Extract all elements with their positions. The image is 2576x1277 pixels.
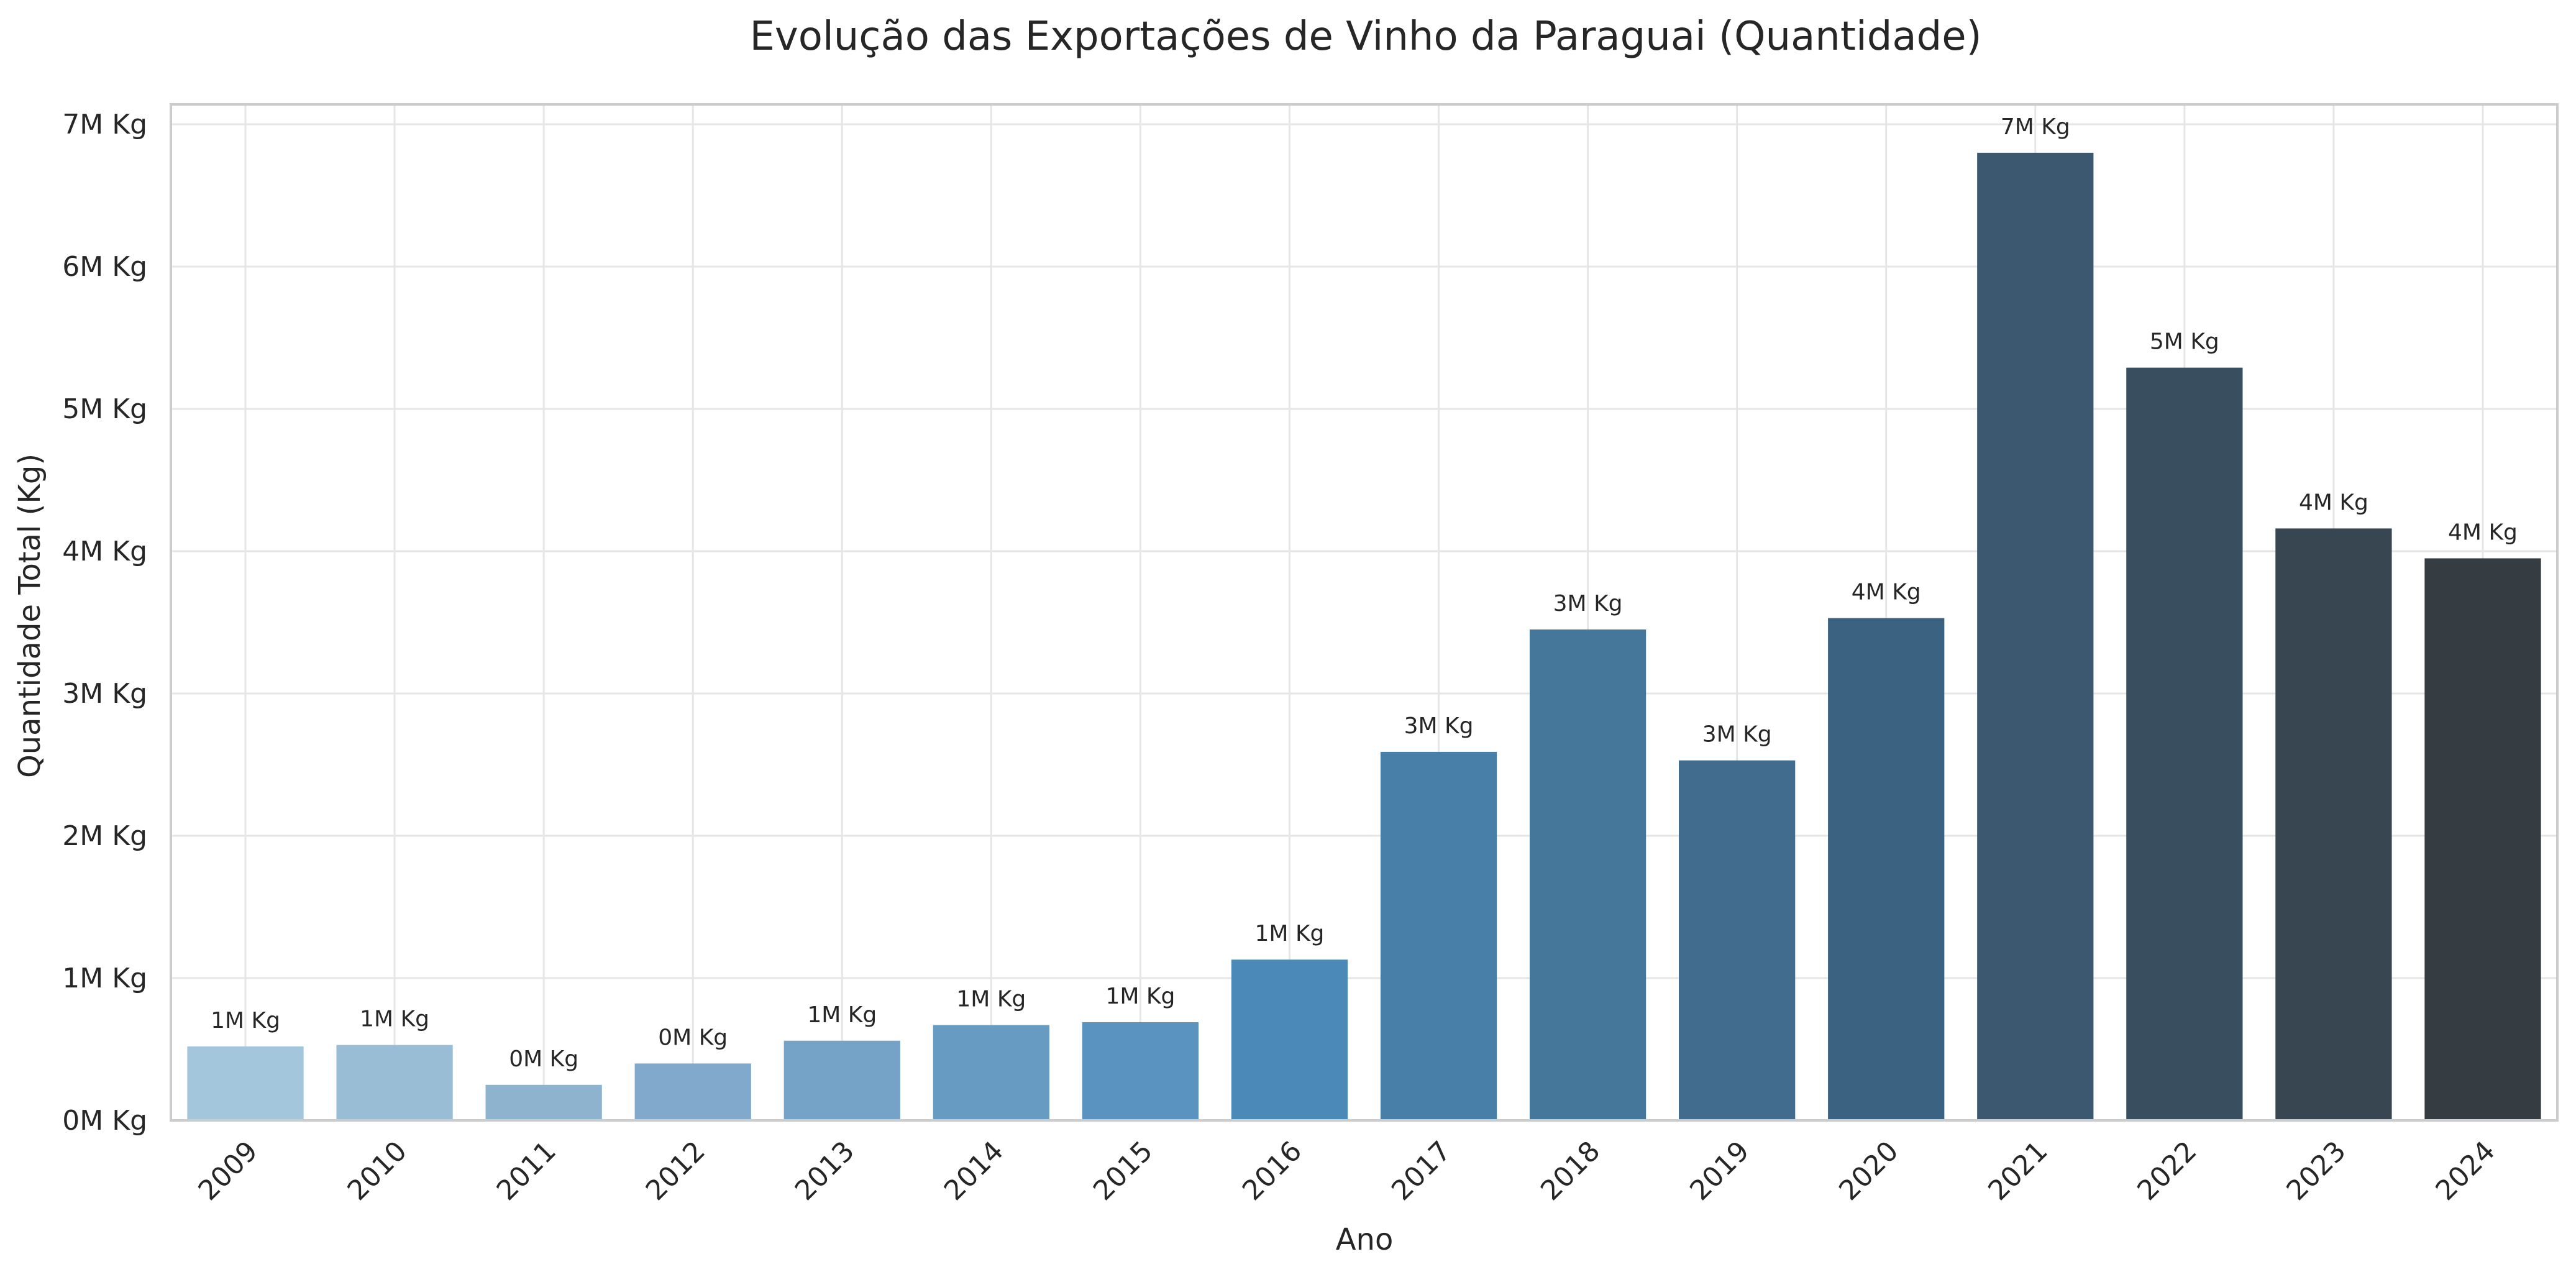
plot-frame — [170, 103, 2559, 1122]
bar — [634, 1063, 751, 1120]
y-tick-label: 7M Kg — [62, 109, 147, 140]
bar — [187, 1046, 304, 1120]
bar-value-label: 1M Kg — [211, 1008, 280, 1033]
bar — [1529, 629, 1647, 1120]
bar — [2126, 367, 2243, 1120]
bar-value-label: 5M Kg — [2150, 329, 2219, 355]
bar-value-label: 0M Kg — [509, 1046, 578, 1072]
bars — [187, 152, 2541, 1120]
y-tick-label: 2M Kg — [62, 820, 147, 852]
bar — [1380, 751, 1497, 1120]
bar-value-label: 4M Kg — [2448, 519, 2518, 545]
bar-value-label: 1M Kg — [1105, 984, 1175, 1009]
y-tick-label: 5M Kg — [62, 393, 147, 425]
bar — [485, 1084, 602, 1120]
bar-value-label: 0M Kg — [658, 1025, 728, 1050]
bar — [2275, 528, 2392, 1120]
bar — [336, 1045, 453, 1120]
y-tick-label: 4M Kg — [62, 536, 147, 567]
x-axis-label: Ano — [1336, 1222, 1394, 1257]
bar-value-label: 7M Kg — [2001, 114, 2070, 140]
bar — [1828, 618, 1945, 1120]
y-tick-label: 1M Kg — [62, 963, 147, 994]
y-tick-label: 0M Kg — [62, 1105, 147, 1137]
bar-value-label: 4M Kg — [2299, 490, 2368, 515]
bar-value-label: 1M Kg — [807, 1002, 877, 1028]
bar-value-label: 3M Kg — [1702, 722, 1772, 748]
bar — [1231, 959, 1348, 1120]
bar — [1082, 1022, 1199, 1120]
bar-value-label: 1M Kg — [956, 987, 1026, 1012]
bar-value-label: 3M Kg — [1553, 591, 1623, 616]
bar-value-label: 4M Kg — [1852, 580, 1921, 605]
bar — [933, 1025, 1049, 1120]
bar — [783, 1040, 900, 1120]
y-tick-label: 6M Kg — [62, 251, 147, 283]
bar-value-label: 1M Kg — [360, 1007, 429, 1032]
bar-value-label: 1M Kg — [1255, 921, 1325, 946]
y-axis-label: Quantidade Total (Kg) — [12, 454, 47, 778]
bar — [1679, 760, 1796, 1120]
bar — [2424, 558, 2541, 1120]
y-tick-label: 3M Kg — [62, 678, 147, 710]
bar-value-label: 3M Kg — [1404, 713, 1474, 739]
bar — [1977, 152, 2094, 1120]
chart-title: Evolução das Exportações de Vinho da Par… — [749, 14, 1981, 60]
